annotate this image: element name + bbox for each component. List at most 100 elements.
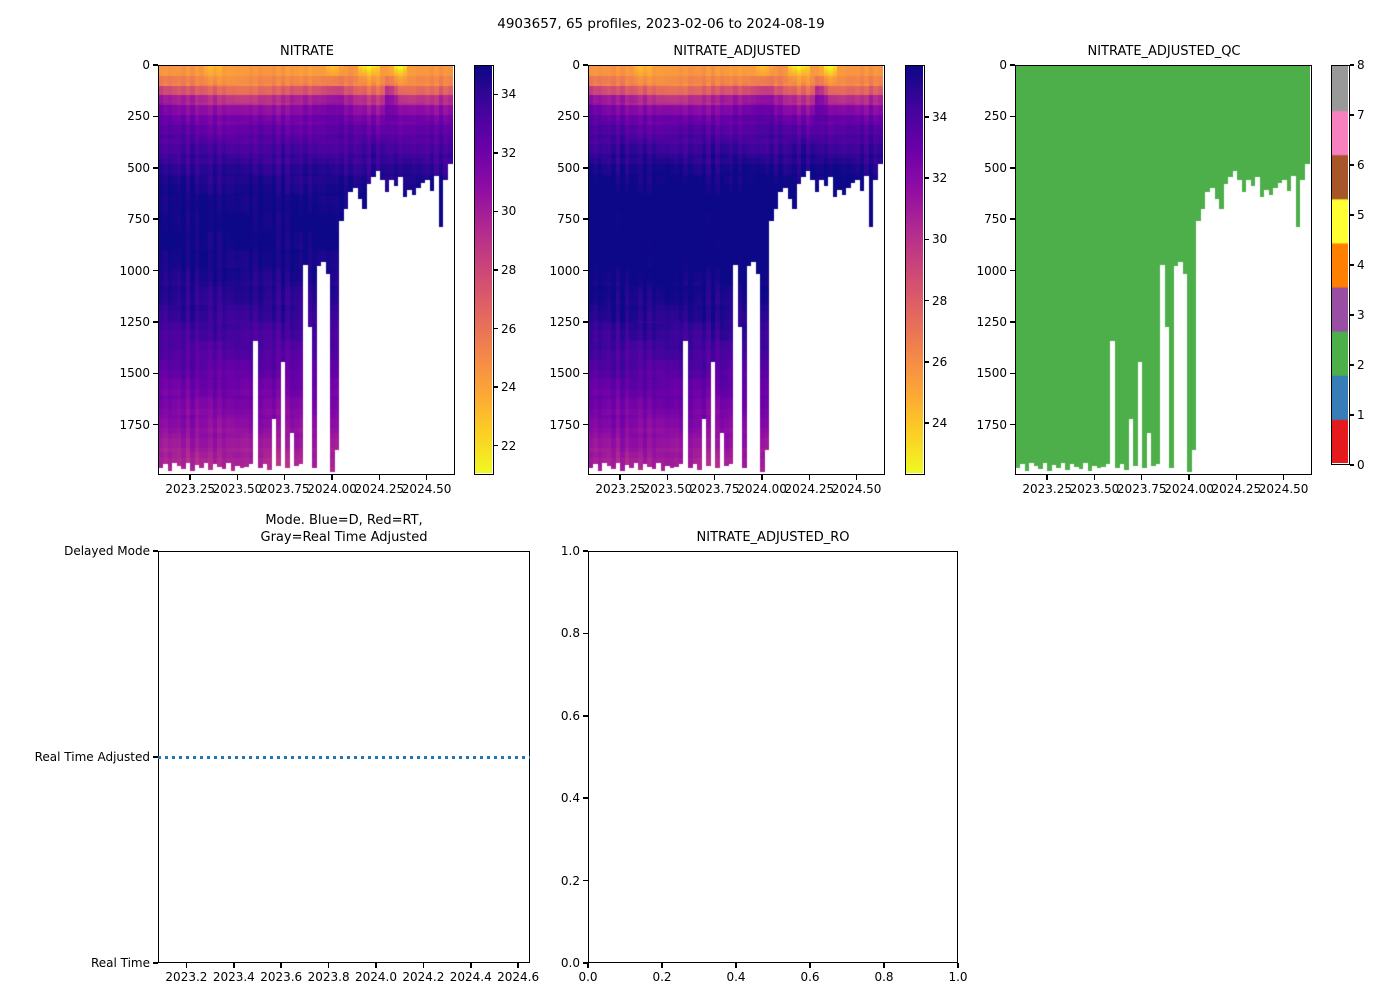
mode-x-tick-label: 2024.6 [497, 970, 540, 984]
nitrate-adjusted-qc-y-tick-label: 0 [999, 58, 1007, 72]
nitrate-adjusted-heatmap-canvas [589, 66, 883, 473]
figure-title: 4903657, 65 profiles, 2023-02-06 to 2024… [497, 16, 825, 32]
mode-title-line2: Gray=Real Time Adjusted [260, 530, 428, 545]
nitrate-colorbar-tick-label: 34 [501, 87, 517, 102]
nitrate-y-tick-label: 1250 [119, 314, 150, 329]
nitrate-adjusted-qc-y-tick-label: 1000 [976, 263, 1007, 278]
ro-x-tick [735, 963, 737, 968]
mode-y-tick [153, 962, 158, 964]
nitrate-adjusted-y-tick-label: 1500 [549, 366, 580, 381]
ro-y-tick-label: 1.0 [560, 544, 580, 558]
nitrate-adjusted-x-tick [855, 475, 858, 480]
nitrate-x-tick-label: 2024.50 [401, 482, 452, 496]
nitrate-adjusted-x-tick-label: 2023.75 [689, 482, 740, 496]
nitrate-colorbar-tick [494, 210, 498, 213]
qc-colorbar-tick-label: 5 [1357, 208, 1365, 222]
nitrate-adjusted-y-tick-label: 1000 [549, 263, 580, 278]
mode-y-tick [153, 550, 158, 552]
ro-y-tick-label: 0.4 [560, 791, 580, 806]
nitrate-adjusted-ro-axes [588, 551, 958, 963]
nitrate-adjusted-qc-title: NITRATE_ADJUSTED_QC [1087, 44, 1241, 59]
qc-colorbar-tick [1350, 114, 1354, 116]
nitrate-colorbar-tick [494, 444, 498, 447]
nitrate-x-tick-label: 2023.50 [212, 482, 263, 496]
nitrate-x-tick-label: 2024.25 [354, 482, 405, 496]
mode-x-tick [375, 963, 377, 968]
nitrate-adjusted-qc-x-tick [1188, 475, 1190, 480]
mode-rt-adjusted-line [158, 755, 530, 759]
nitrate-adjusted-x-tick-label: 2023.50 [642, 482, 693, 496]
nitrate-adjusted-title: NITRATE_ADJUSTED [673, 44, 801, 59]
ro-x-tick [661, 963, 663, 968]
qc-colorbar-tick-label: 7 [1357, 108, 1365, 122]
nitrate-adjusted-x-tick [761, 475, 763, 480]
qc-colorbar-tick-label: 2 [1357, 358, 1365, 372]
nitrate-adjusted-qc-axes [1015, 65, 1312, 475]
mode-x-tick [470, 963, 472, 968]
nitrate-adjusted-colorbar-tick-label: 26 [932, 354, 948, 369]
nitrate-adjusted-y-tick-label: 1750 [549, 417, 580, 432]
nitrate-colorbar-tick-label: 32 [501, 145, 517, 160]
nitrate-adjusted-qc-x-tick [1235, 475, 1238, 480]
nitrate-y-tick-label: 1000 [119, 263, 150, 278]
mode-x-tick [233, 963, 235, 968]
qc-colorbar-tick [1350, 164, 1354, 166]
mode-y-tick-label: Real Time [90, 956, 150, 970]
qc-colorbar-tick [1350, 364, 1354, 366]
ro-x-tick [957, 963, 959, 968]
nitrate-y-tick [153, 423, 158, 426]
nitrate-x-tick [378, 475, 381, 480]
nitrate-adjusted-qc-y-tick [1010, 115, 1015, 118]
nitrate-adjusted-qc-x-tick-label: 2024.25 [1211, 482, 1262, 496]
nitrate-heatmap-canvas [159, 66, 453, 473]
nitrate-y-tick-label: 0 [142, 58, 150, 72]
ro-y-tick [583, 879, 588, 882]
ro-x-tick [809, 963, 811, 968]
ro-y-tick [583, 797, 588, 799]
nitrate-adjusted-qc-x-tick-label: 2023.25 [1022, 482, 1072, 496]
nitrate-adjusted-x-tick [619, 475, 621, 480]
nitrate-colorbar-tick-label: 30 [501, 204, 517, 219]
nitrate-adjusted-colorbar-tick-label: 24 [932, 415, 948, 430]
nitrate-adjusted-qc-heatmap-canvas [1016, 66, 1310, 473]
nitrate-adjusted-y-tick-label: 0 [572, 58, 580, 72]
ro-x-tick-label: 0.4 [726, 970, 746, 984]
nitrate-adjusted-qc-y-tick-label: 1250 [976, 314, 1007, 329]
nitrate-adjusted-colorbar-tick [925, 422, 929, 424]
ro-x-tick [883, 963, 885, 968]
ro-x-tick-label: 1.0 [948, 970, 968, 984]
mode-x-tick [280, 963, 282, 968]
nitrate-adjusted-qc-y-tick [1010, 218, 1015, 220]
nitrate-adjusted-y-tick [583, 269, 588, 272]
mode-title-line1: Mode. Blue=D, Red=RT, [265, 513, 423, 528]
nitrate-adjusted-qc-y-tick [1010, 167, 1015, 169]
nitrate-adjusted-y-tick [583, 372, 588, 375]
nitrate-colorbar-tick [494, 386, 498, 388]
nitrate-colorbar-tick-label: 26 [501, 321, 517, 336]
qc-colorbar-tick-label: 8 [1357, 58, 1365, 72]
nitrate-adjusted-qc-y-tick [1010, 372, 1015, 375]
nitrate-colorbar-tick [494, 152, 498, 154]
qc-colorbar-tick [1350, 64, 1354, 66]
nitrate-adjusted-x-tick-label: 2024.25 [784, 482, 835, 496]
nitrate-adjusted-y-tick-label: 1250 [549, 314, 580, 329]
nitrate-y-tick [153, 218, 158, 220]
nitrate-adjusted-colorbar-tick-label: 32 [932, 171, 948, 186]
nitrate-adjusted-y-tick [583, 218, 588, 220]
nitrate-colorbar-tick [494, 93, 498, 96]
qc-colorbar-tick [1350, 214, 1354, 216]
qc-colorbar-tick-label: 1 [1357, 408, 1365, 422]
nitrate-y-tick [153, 115, 158, 118]
qc-colorbar-tick [1350, 414, 1354, 416]
nitrate-x-tick [425, 475, 428, 480]
nitrate-adjusted-qc-x-tick [1140, 475, 1143, 480]
nitrate-colorbar-tick-label: 24 [501, 380, 517, 395]
nitrate-adjusted-qc-y-tick-label: 1750 [976, 417, 1007, 432]
nitrate-adjusted-colorbar-tick [925, 361, 929, 363]
nitrate-x-tick [331, 475, 333, 480]
nitrate-colorbar-tick [494, 327, 498, 330]
mode-x-tick-label: 2024.2 [402, 970, 445, 984]
nitrate-adjusted-x-tick-label: 2024.50 [831, 482, 882, 496]
mode-x-tick [327, 963, 330, 968]
